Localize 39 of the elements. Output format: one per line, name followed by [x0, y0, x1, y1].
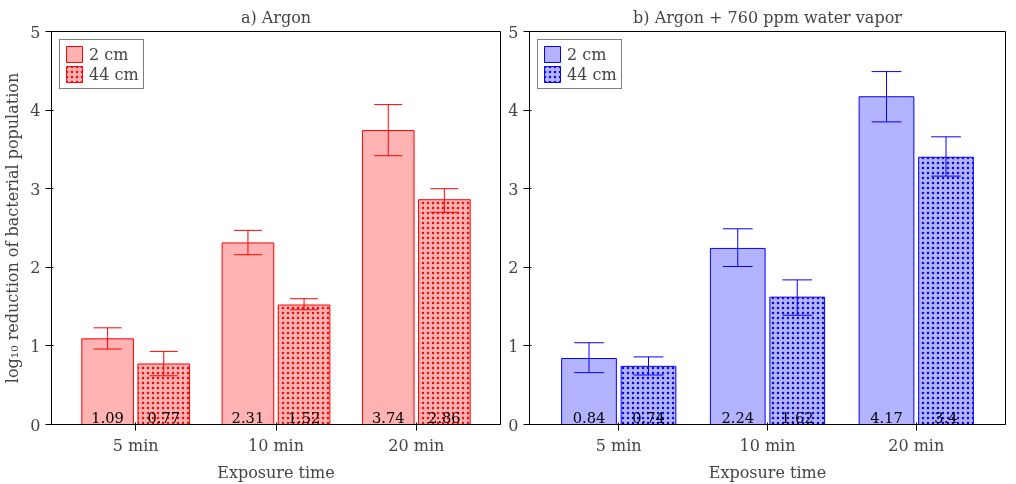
x-tick-label: 20 min [388, 435, 445, 455]
data-label: 4.17 [870, 408, 903, 426]
y-tick-label: 5 [30, 22, 41, 42]
x-tick-label: 5 min [112, 435, 159, 455]
y-tick-label: 0 [508, 415, 519, 435]
data-label: 2.31 [231, 408, 265, 426]
data-label: 1.52 [287, 408, 321, 426]
data-label: 1.09 [91, 408, 124, 426]
data-label: 2.86 [428, 408, 461, 426]
y-tick-label: 2 [30, 258, 41, 278]
y-tick-label: 4 [508, 101, 519, 121]
x-tick-label: 10 min [739, 435, 796, 455]
legend-label: 44 cm [89, 64, 139, 84]
legend-label: 44 cm [567, 64, 617, 84]
y-tick-label: 1 [30, 336, 41, 356]
data-label: 2.24 [721, 408, 755, 426]
x-axis-title: Exposure time [708, 462, 827, 482]
y-tick-label: 2 [508, 258, 519, 278]
y-tick-label: 4 [30, 101, 41, 121]
data-label: 0.84 [572, 408, 606, 426]
y-tick-label: 5 [508, 22, 519, 42]
x-tick-label: 10 min [247, 435, 305, 455]
y-tick-label: 1 [508, 336, 519, 356]
y-axis-title: log₁₀ reduction of bacterial population [3, 72, 23, 384]
chart-title: a) Argon [240, 7, 312, 27]
y-tick-label: 0 [30, 415, 41, 435]
legend-label: 2 cm [89, 44, 129, 64]
x-tick-label: 5 min [595, 435, 642, 455]
y-tick-label: 3 [30, 179, 41, 199]
x-tick-label: 20 min [888, 435, 945, 455]
data-label: 3.74 [371, 408, 405, 426]
data-label: 0.74 [632, 408, 665, 426]
data-label: 3.4 [934, 408, 958, 426]
legend-label: 2 cm [567, 44, 607, 64]
data-label: 0.77 [147, 408, 181, 426]
x-axis-title: Exposure time [217, 462, 335, 482]
data-label: 1.62 [780, 408, 814, 426]
chart-title: b) Argon + 760 ppm water vapor [633, 7, 903, 27]
y-tick-label: 3 [508, 179, 519, 199]
